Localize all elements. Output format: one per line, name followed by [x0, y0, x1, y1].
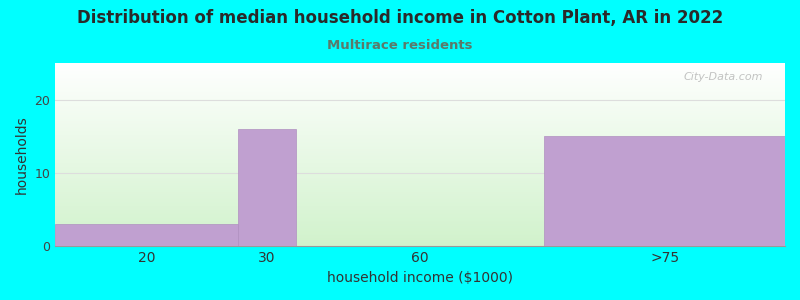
Bar	[238, 129, 296, 246]
Text: Multirace residents: Multirace residents	[327, 39, 473, 52]
Text: City-Data.com: City-Data.com	[684, 72, 763, 82]
Bar	[544, 136, 785, 246]
Y-axis label: households: households	[15, 115, 29, 194]
Text: Distribution of median household income in Cotton Plant, AR in 2022: Distribution of median household income …	[77, 9, 723, 27]
Bar	[55, 224, 238, 246]
X-axis label: household income ($1000): household income ($1000)	[327, 271, 513, 285]
